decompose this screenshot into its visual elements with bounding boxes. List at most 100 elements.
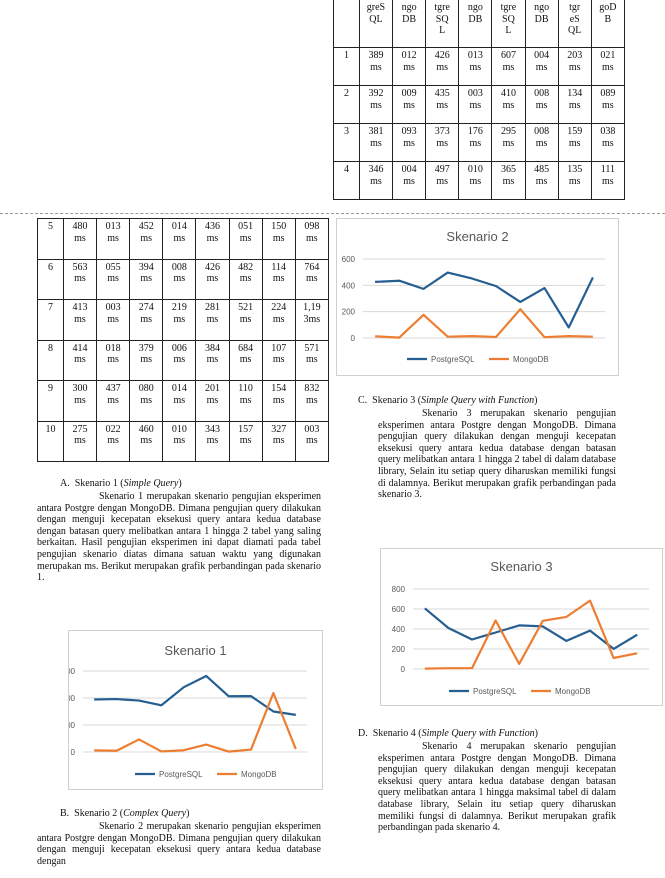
section-d-text: Skenario 4 merupakan skenario pengujian … (378, 741, 616, 834)
y-tick-label: 0 (351, 334, 356, 343)
row-number-cell: 10 (37, 420, 64, 462)
y-tick-label: 200 (69, 721, 76, 730)
table-cell: 300 ms (62, 380, 98, 422)
table-cell: 521 ms (228, 299, 263, 341)
series-line-mongodb (375, 308, 593, 339)
series-line-postgresql (424, 607, 638, 651)
table-header-cell: goD B (590, 0, 626, 48)
table-cell: 014 ms (162, 380, 197, 422)
table-cell: 426 ms (425, 47, 460, 86)
table-cell: 684 ms (228, 339, 263, 381)
table-row: 10 275 ms 022 ms 460 ms 010 ms 343 ms 157 ms 327 ms 003… (37, 420, 330, 462)
table-header-cell: ngo DB (391, 0, 427, 48)
table-row: 3 381 ms 093 ms 373 ms 176 ms 295 ms 008 ms 159 ms 038 m… (333, 123, 626, 162)
y-tick-label: 400 (392, 625, 406, 634)
y-tick-label: 0 (401, 665, 406, 674)
chart-skenario-2: Skenario 2 0 200 400 600 PostgreSQL MongoDB (336, 218, 619, 376)
table-cell: 460 ms (129, 420, 164, 462)
table-cell: 008 ms (524, 85, 559, 124)
series-line-postgresql (94, 674, 296, 716)
table-cell: 607 ms (491, 47, 526, 86)
y-tick-label: 600 (69, 667, 76, 676)
y-tick-label: 400 (69, 694, 76, 703)
table-cell: 480 ms (62, 218, 98, 260)
table-cell: 010 ms (458, 161, 493, 200)
table-cell: 1,19 3ms (294, 299, 330, 341)
table-cell: 203 ms (557, 47, 592, 86)
y-tick-label: 0 (71, 748, 76, 757)
table-cell: 176 ms (458, 123, 493, 162)
table-cell: 436 ms (195, 218, 230, 260)
chart-title: Skenario 3 (490, 559, 552, 574)
table-cell: 150 ms (261, 218, 296, 260)
table-cell: 426 ms (195, 258, 230, 300)
y-tick-label: 800 (392, 585, 406, 594)
table-cell: 571 ms (294, 339, 330, 381)
row-number-cell: 1 (333, 47, 360, 86)
section-a-text: Skenario 1 merupakan skenario pengujian … (37, 491, 322, 584)
table-cell: 410 ms (491, 85, 526, 124)
table-cell: 219 ms (162, 299, 197, 341)
table-cell: 159 ms (557, 123, 592, 162)
series-line-mongodb (424, 599, 638, 670)
table-cell: 275 ms (62, 420, 98, 462)
table-cell: 563 ms (62, 258, 98, 300)
row-number-cell: 9 (37, 380, 64, 422)
table-cell: 003 ms (95, 299, 131, 341)
table-cell: 038 ms (590, 123, 626, 162)
legend-label: MongoDB (513, 355, 549, 364)
table-header-cell: greS QL (358, 0, 394, 48)
table-cell: 392 ms (358, 85, 394, 124)
table-cell: 435 ms (425, 85, 460, 124)
table-cell: 414 ms (62, 339, 98, 381)
legend-label: MongoDB (555, 687, 591, 696)
table-row: 9 300 ms 437 ms 080 ms 014 ms 201 ms 110 ms 154 ms 832 m… (37, 380, 330, 422)
table-cell: 832 ms (294, 380, 330, 422)
table-cell: 764 ms (294, 258, 330, 300)
y-tick-label: 200 (392, 645, 406, 654)
table-cell: 010 ms (162, 420, 197, 462)
table-row: 7 413 ms 003 ms 274 ms 219 ms 281 ms 521 ms 224 ms 1,19… (37, 299, 330, 341)
table-cell: 281 ms (195, 299, 230, 341)
table-cell: 224 ms (261, 299, 296, 341)
table-cell: 373 ms (425, 123, 460, 162)
legend-label: PostgreSQL (159, 770, 203, 779)
chart-title: Skenario 1 (164, 643, 226, 658)
section-c-text: Skenario 3 merupakan skenario pengujian … (378, 408, 616, 501)
table-cell: 485 ms (524, 161, 559, 200)
table-cell: 003 ms (294, 420, 330, 462)
results-table-left: 5 480 ms 013 ms 452 ms 014 ms 436 ms 051 ms 150 ms 098 m… (37, 218, 330, 462)
table-cell: 295 ms (491, 123, 526, 162)
row-number-cell: 6 (37, 258, 64, 300)
legend-label: PostgreSQL (431, 355, 475, 364)
line-chart-svg: Skenario 1 0 200 400 600 PostgreSQL MongoDB (69, 643, 307, 779)
row-number-cell: 2 (333, 85, 360, 124)
table-cell: 110 ms (228, 380, 263, 422)
chart-skenario-3: Skenario 3 0 200 400 600 800 PostgreSQL MongoDB (380, 548, 663, 706)
chart-skenario-1: Skenario 1 0 200 400 600 PostgreSQL MongoDB (68, 630, 323, 790)
section-b-text: Skenario 2 merupakan skenario pengujian … (37, 821, 322, 867)
table-cell: 114 ms (261, 258, 296, 300)
row-number-cell: 5 (37, 218, 64, 260)
line-chart-svg: Skenario 2 0 200 400 600 PostgreSQL MongoDB (342, 229, 605, 364)
table-cell: 014 ms (162, 218, 197, 260)
table-cell: 365 ms (491, 161, 526, 200)
table-cell: 004 ms (524, 47, 559, 86)
table-cell: 134 ms (557, 85, 592, 124)
table-cell: 497 ms (425, 161, 460, 200)
table-header-cell: ngo DB (458, 0, 493, 48)
table-cell: 482 ms (228, 258, 263, 300)
table-cell: 004 ms (391, 161, 427, 200)
table-cell: 009 ms (391, 85, 427, 124)
table-cell: 013 ms (458, 47, 493, 86)
table-cell: 413 ms (62, 299, 98, 341)
row-number-cell: 3 (333, 123, 360, 162)
table-cell: 013 ms (95, 218, 131, 260)
table-cell: 051 ms (228, 218, 263, 260)
table-header-cell (333, 0, 360, 48)
